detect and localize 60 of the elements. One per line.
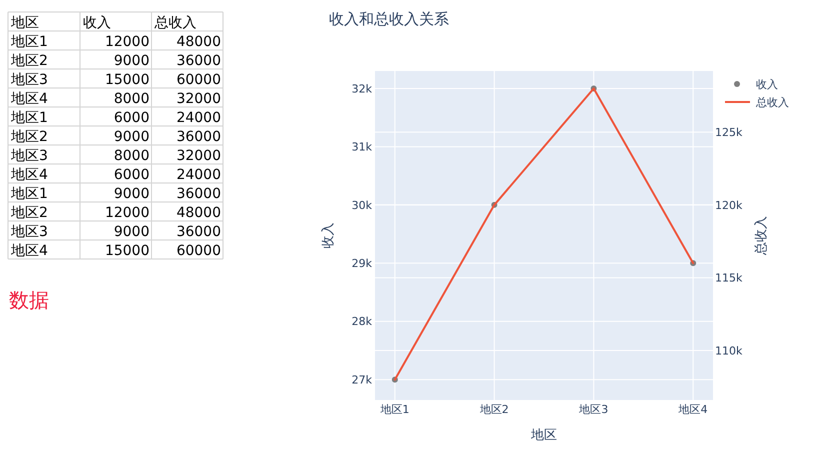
category-label: 地区4 (10, 167, 48, 183)
x-tick-label: 地区2 (478, 403, 509, 416)
chart-title: 收入和总收入关系 (329, 10, 449, 28)
y-tick-label: 29k (352, 257, 373, 270)
text: 总收入 (154, 15, 196, 31)
data-label: 6000 (114, 110, 150, 126)
x-tick-label: 地区3 (578, 403, 608, 416)
category-label: 地区2 (10, 129, 48, 145)
category-label: 地区4 (10, 243, 48, 259)
category-label: 地区2 (10, 205, 48, 221)
data-label: 9000 (114, 53, 150, 69)
category-label: 地区2 (10, 53, 48, 69)
category-label: 地区1 (10, 110, 48, 126)
data-label: 9000 (114, 186, 150, 202)
data-label: 6000 (114, 167, 150, 183)
data-label: 8000 (114, 148, 150, 164)
data-label: 32000 (176, 91, 221, 107)
data-label: 48000 (176, 205, 221, 221)
y-tick-label: 30k (352, 198, 373, 212)
data-label: 36000 (176, 53, 221, 69)
data-label: 12000 (104, 34, 150, 50)
y-tick-label: 27k (352, 373, 373, 386)
category-label: 地区1 (10, 186, 48, 202)
text: 收入 (83, 15, 111, 31)
text: 数据 (9, 288, 49, 312)
data-label: 8000 (114, 91, 150, 107)
x-axis-title: 地区 (530, 428, 557, 443)
x-tick-label: 地区1 (379, 403, 410, 416)
data-label: 48000 (176, 34, 221, 50)
legend-label: 总收入 (755, 96, 789, 109)
legend-label: 收入 (756, 78, 778, 91)
y2-tick-label: 125k (715, 126, 743, 139)
y-tick-label: 32k (352, 82, 373, 96)
data-label: 36000 (176, 129, 221, 145)
data-label: 15000 (104, 72, 150, 88)
category-label: 地区3 (10, 224, 48, 240)
data-label: 32000 (176, 148, 221, 164)
data-label: 60000 (176, 243, 221, 259)
data-label: 60000 (176, 72, 221, 88)
data-label: 36000 (176, 186, 221, 202)
data-label: 9000 (114, 129, 150, 145)
y2-tick-label: 115k (715, 272, 743, 285)
y-axis-title: 收入 (321, 222, 336, 248)
data-label: 12000 (104, 205, 150, 221)
y2-axis-title: 总收入 (754, 216, 769, 256)
data-label: 36000 (176, 224, 221, 240)
text: 地区 (10, 15, 39, 31)
data-label: 24000 (176, 167, 221, 183)
data-label: 9000 (114, 224, 150, 240)
y2-tick-label: 120k (715, 198, 743, 212)
y-tick-label: 31k (352, 140, 373, 154)
category-label: 地区1 (10, 34, 48, 50)
category-label: 地区3 (10, 72, 48, 88)
y-tick-label: 28k (352, 315, 373, 328)
category-label: 地区4 (10, 91, 48, 107)
x-tick-label: 地区4 (678, 403, 708, 416)
category-label: 地区3 (10, 148, 48, 164)
y2-tick-label: 110k (715, 344, 743, 358)
data-label: 24000 (176, 110, 221, 126)
data-label: 15000 (104, 243, 150, 259)
